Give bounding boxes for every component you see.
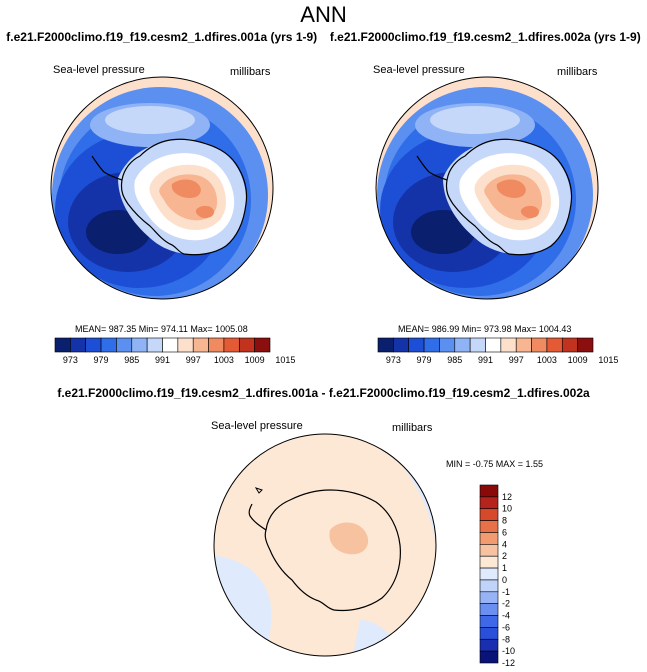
case1-variable-label: Sea-level pressure <box>53 64 145 76</box>
colorbar-box <box>479 484 499 498</box>
case2-colorbar: 973 979 985 991 997 1003 1009 1015 <box>377 337 618 365</box>
colorbar-box <box>100 337 117 353</box>
colorbar-box <box>223 337 240 353</box>
case1-label: f.e21.F2000climo.f19_f19.cesm2_1.dfires.… <box>6 30 318 44</box>
colorbar-box <box>546 337 563 353</box>
case1-slp-map <box>50 76 274 300</box>
colorbar-box <box>377 337 394 353</box>
colorbar-box <box>479 627 499 640</box>
difference-units-label: millibars <box>392 422 433 434</box>
colorbar-tick-label: 12 <box>502 492 512 502</box>
colorbar-box <box>192 337 209 353</box>
colorbar-tick-label: -12 <box>502 658 515 668</box>
colorbar-tick-label: 10 <box>502 504 512 514</box>
case2-label: f.e21.F2000climo.f19_f19.cesm2_1.dfires.… <box>329 30 641 44</box>
colorbar-box <box>479 520 499 533</box>
colorbar-box <box>469 337 486 353</box>
colorbar-box <box>479 615 499 628</box>
colorbar-box <box>479 638 499 652</box>
colorbar-box <box>408 337 425 353</box>
colorbar-box <box>479 591 499 604</box>
colorbar-box <box>238 337 255 353</box>
colorbar-box <box>479 650 499 664</box>
difference-title: f.e21.F2000climo.f19_f19.cesm2_1.dfires.… <box>57 386 590 400</box>
colorbar-box <box>485 337 502 353</box>
case2-stats: MEAN= 986.99 Min= 973.98 Max= 1004.43 <box>398 324 572 334</box>
colorbar-tick-label: 2 <box>502 551 507 561</box>
case1-colorbar: 973 979 985 991 997 1003 1009 1015 <box>54 337 295 365</box>
case-labels-row: f.e21.F2000climo.f19_f19.cesm2_1.dfires.… <box>0 30 647 44</box>
case2-variable-label: Sea-level pressure <box>373 64 465 76</box>
colorbar-tick-label: -1 <box>502 587 510 597</box>
colorbar-box <box>577 337 594 353</box>
colorbar-tick-label: 6 <box>502 527 507 537</box>
colorbar-tick-label: 1015 <box>598 355 618 365</box>
colorbar-tick-label: 973 <box>63 355 78 365</box>
colorbar-box <box>479 544 499 557</box>
case1-units-label: millibars <box>230 66 271 78</box>
colorbar-box <box>54 337 71 353</box>
colorbar-box <box>479 567 499 581</box>
difference-slp-map <box>213 433 437 657</box>
colorbar-box <box>146 337 163 353</box>
colorbar-box <box>85 337 102 353</box>
colorbar-tick-label: 973 <box>386 355 401 365</box>
colorbar-box <box>479 579 499 593</box>
colorbar-tick-label: 1003 <box>214 355 234 365</box>
colorbar-tick-label: 1009 <box>245 355 265 365</box>
colorbar-box <box>515 337 532 353</box>
colorbar-box <box>479 555 499 569</box>
colorbar-tick-label: 1 <box>502 563 507 573</box>
colorbar-tick-label: 4 <box>502 539 507 549</box>
case1-stats: MEAN= 987.35 Min= 974.11 Max= 1005.08 <box>75 324 248 334</box>
case2-units-label: millibars <box>557 66 598 78</box>
difference-stats: MIN = -0.75 MAX = 1.55 <box>446 459 544 469</box>
page-title: ANN <box>300 2 347 27</box>
colorbar-box <box>162 337 179 353</box>
colorbar-tick-label: 8 <box>502 516 507 526</box>
colorbar-tick-label: 979 <box>417 355 432 365</box>
colorbar-box <box>439 337 456 353</box>
colorbar-box <box>393 337 410 353</box>
colorbar-box <box>423 337 440 353</box>
colorbar-box <box>479 508 499 521</box>
colorbar-box <box>70 337 87 353</box>
colorbar-tick-label: -10 <box>502 646 515 656</box>
colorbar-tick-label: -6 <box>502 622 510 632</box>
colorbar-tick-label: -8 <box>502 634 510 644</box>
colorbar-box <box>131 337 148 353</box>
colorbar-box <box>208 337 225 353</box>
colorbar-tick-label: 997 <box>509 355 524 365</box>
colorbar-box <box>479 532 499 545</box>
colorbar-tick-label: 985 <box>447 355 462 365</box>
colorbar-tick-label: 1003 <box>537 355 557 365</box>
colorbar-tick-label: -4 <box>502 611 510 621</box>
colorbar-box <box>177 337 194 353</box>
colorbar-tick-label: 997 <box>186 355 201 365</box>
colorbar-box <box>500 337 517 353</box>
case2-slp-map <box>375 76 599 300</box>
colorbar-box <box>531 337 548 353</box>
difference-variable-label: Sea-level pressure <box>211 420 303 432</box>
colorbar-tick-label: 985 <box>124 355 139 365</box>
colorbar-box <box>479 603 499 616</box>
colorbar-tick-label: 979 <box>94 355 109 365</box>
colorbar-box <box>254 337 271 353</box>
colorbar-box <box>561 337 578 353</box>
colorbar-box <box>479 496 499 510</box>
colorbar-box <box>116 337 133 353</box>
colorbar-tick-label: 0 <box>502 575 507 585</box>
colorbar-box <box>454 337 471 353</box>
colorbar-tick-label: -2 <box>502 599 510 609</box>
colorbar-tick-label: 991 <box>478 355 493 365</box>
colorbar-tick-label: 1009 <box>568 355 588 365</box>
colorbar-tick-label: 991 <box>155 355 170 365</box>
colorbar-tick-label: 1015 <box>275 355 295 365</box>
